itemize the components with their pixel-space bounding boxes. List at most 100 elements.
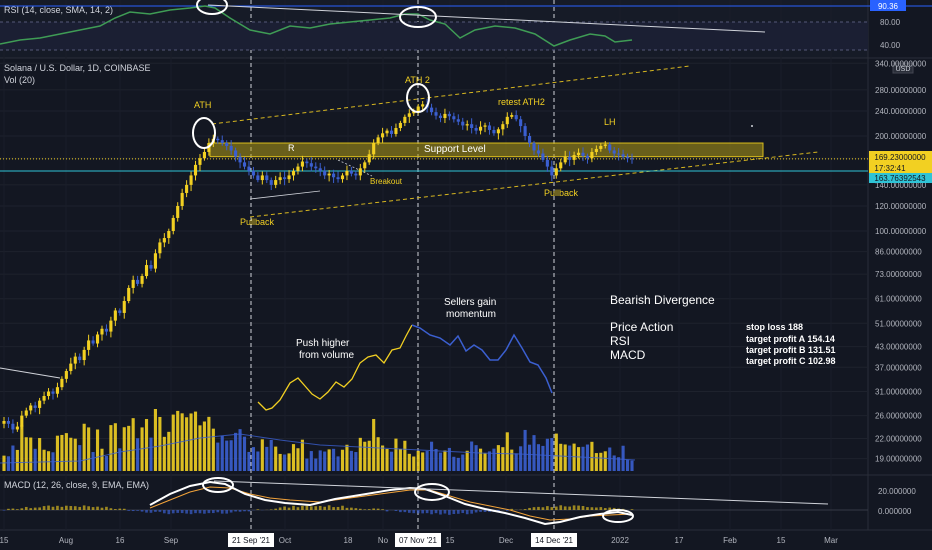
candle-body <box>251 170 255 176</box>
macd-tick-0: 0.000000 <box>878 507 912 516</box>
left-trend-line <box>0 367 61 379</box>
macd-histogram-bar <box>581 505 585 510</box>
candle-body <box>42 396 46 401</box>
macd-histogram-bar <box>274 508 278 510</box>
candle-body <box>225 143 229 146</box>
candle-body <box>202 151 206 159</box>
macd-histogram-bar <box>345 507 349 510</box>
price-tick-label: 200.00000000 <box>875 132 927 141</box>
macd-histogram-bar <box>96 506 99 510</box>
annotation-r: R <box>288 143 295 153</box>
candle-body <box>78 356 82 361</box>
candle-body <box>95 334 100 344</box>
candle-body <box>131 279 135 288</box>
volume-bar <box>434 448 438 471</box>
horizontal-gridlines <box>0 62 868 460</box>
volume-bar <box>242 436 247 471</box>
countdown-badge: 17:32:41 <box>874 164 906 173</box>
time-tick-label: Feb <box>723 536 737 545</box>
candle-body <box>73 356 77 364</box>
volume-bar <box>470 441 474 471</box>
ath-highlight-circle <box>192 117 216 149</box>
volume-bar <box>617 457 621 471</box>
time-tick-label: 18 <box>344 536 353 545</box>
volume-bar <box>274 446 278 471</box>
volume-bar <box>528 444 532 471</box>
macd-histogram-bar <box>163 510 166 514</box>
candle-body <box>149 265 153 269</box>
macd-histogram-bar <box>416 510 420 514</box>
macd-panel[interactable]: MACD (12, 26, close, 9, EMA, EMA) 20.000… <box>0 477 916 526</box>
volume-bar <box>55 435 60 471</box>
volume-bar <box>501 447 505 471</box>
volume-bar <box>238 429 242 471</box>
volume-bar <box>158 416 162 471</box>
volume-bar <box>296 448 300 471</box>
macd-histogram-bar <box>479 510 482 512</box>
annotation-rsi: RSI <box>610 334 630 348</box>
volume-bar <box>305 458 309 471</box>
annotation-pullback-right: Pullback <box>544 188 579 198</box>
price-badge-bg <box>869 151 932 163</box>
candle-body <box>536 150 541 154</box>
macd-histogram-bar <box>470 510 473 514</box>
candle-body <box>492 129 496 134</box>
volume-bar <box>323 451 327 471</box>
macd-histogram-bar <box>385 510 389 512</box>
candle-body <box>545 159 549 167</box>
candle-body <box>430 107 434 113</box>
volume-bar <box>332 448 336 471</box>
annotation-ath: ATH <box>194 100 211 110</box>
time-tick-label: 2022 <box>611 536 629 545</box>
candle-body <box>585 155 590 159</box>
candle-body <box>140 276 144 284</box>
volume-bar <box>225 440 229 471</box>
macd-histogram-bar <box>381 509 384 510</box>
macd-histogram-bar <box>461 510 465 514</box>
candle-body <box>256 175 260 181</box>
candle-body <box>483 125 487 127</box>
macd-histogram-bar <box>430 510 433 515</box>
candle-body <box>412 111 416 114</box>
volume-bar <box>372 418 376 471</box>
time-tick-label: Dec <box>499 536 513 545</box>
candle-body <box>625 156 630 159</box>
volume-bar <box>73 438 77 471</box>
candle-body <box>109 320 113 332</box>
candle-body <box>354 173 358 176</box>
time-axis: 15 Aug 16 Sep Oct 18 No 15 Dec 2022 17 Feb 15 Mar 21 S… <box>0 533 838 547</box>
macd-histogram-bar <box>145 510 148 513</box>
volume-bar <box>29 437 33 471</box>
price-panel[interactable]: Solana / U.S. Dollar, 1D, COINBASE Vol (… <box>0 59 932 471</box>
volume-label: Vol (20) <box>4 75 35 85</box>
volume-bar <box>220 435 224 471</box>
macd-histogram-bar <box>20 508 24 510</box>
candle-body <box>603 144 607 146</box>
rsi-panel[interactable]: RSI (14, close, SMA, 14, 2) 90.36 80.00 … <box>0 0 932 51</box>
candle-body <box>33 405 37 408</box>
candle-body <box>381 133 385 138</box>
macd-histogram-bar <box>189 510 193 515</box>
price-tick-label: 22.00000000 <box>875 435 922 444</box>
macd-histogram-bar <box>11 508 15 510</box>
annotation-pullback-left: Pullback <box>240 217 275 227</box>
annotation-push-higher-1: Push higher <box>296 338 350 349</box>
macd-histogram-bar <box>523 509 527 510</box>
macd-histogram-bar <box>309 506 313 510</box>
macd-histogram-bar <box>537 506 540 510</box>
candle-body <box>554 168 558 176</box>
currency-badge-bg <box>892 62 914 74</box>
volume-bar <box>171 414 175 471</box>
annotation-sellers-1: Sellers gain <box>444 297 496 308</box>
ath2-highlight-circle <box>406 83 430 113</box>
volume-bar <box>581 446 585 471</box>
cyan-badge: 163.76392543 <box>874 174 926 183</box>
macd-histogram-bar <box>2 510 6 511</box>
volume-bar <box>109 425 113 471</box>
macd-histogram <box>2 505 634 515</box>
candle-body <box>559 162 563 169</box>
price-badge: 169.23000000 <box>874 153 926 162</box>
candle-body <box>438 115 443 119</box>
lower-channel-line <box>249 151 819 218</box>
